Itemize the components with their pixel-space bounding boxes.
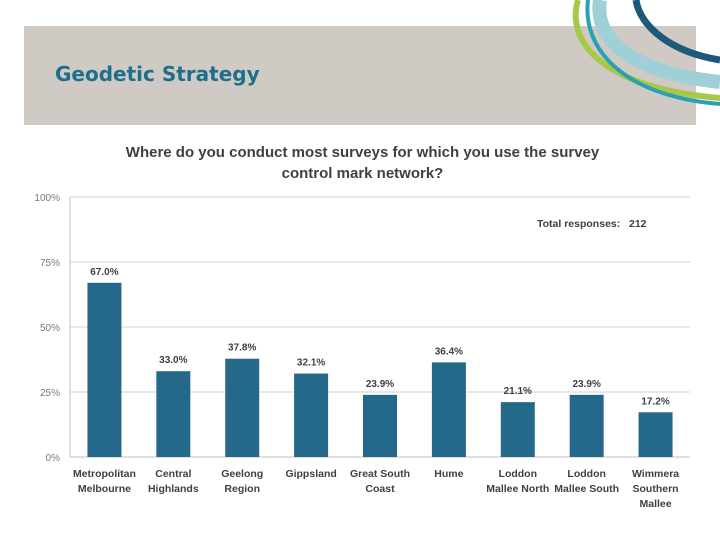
bar <box>156 371 191 457</box>
bar <box>500 402 535 457</box>
data-label: 23.9% <box>572 379 600 390</box>
bar <box>638 412 673 457</box>
x-tick-label: Great South <box>350 468 410 480</box>
x-tick-label: Hume <box>434 468 463 480</box>
chart-title-line-2: control mark network? <box>281 165 444 182</box>
bar <box>294 373 329 457</box>
bar <box>569 394 604 457</box>
x-tick-label: Mallee <box>640 498 672 510</box>
bar <box>225 358 260 457</box>
x-tick-label: Region <box>224 483 260 495</box>
x-tick-label: Wimmera <box>632 468 679 480</box>
data-label: 17.2% <box>641 396 669 407</box>
x-tick-label: Melbourne <box>78 483 131 495</box>
x-tick-label: Highlands <box>148 483 199 495</box>
data-label: 21.1% <box>504 386 532 397</box>
y-tick-label: 25% <box>40 388 60 399</box>
data-label: 37.8% <box>228 343 256 354</box>
data-label: 36.4% <box>435 346 463 357</box>
y-tick-label: 75% <box>40 258 60 269</box>
page-title: Geodetic Strategy <box>55 62 260 86</box>
bar <box>431 362 466 457</box>
data-label: 67.0% <box>90 267 118 278</box>
x-tick-label: Loddon <box>499 468 537 480</box>
y-tick-label: 100% <box>34 193 60 204</box>
y-tick-label: 0% <box>46 453 61 464</box>
x-tick-label: Mallee North <box>486 483 549 495</box>
bar <box>87 282 122 457</box>
chart-title-line-1: Where do you conduct most surveys for wh… <box>125 144 600 161</box>
x-tick-label: Metropolitan <box>73 468 136 480</box>
data-label: 33.0% <box>159 355 187 366</box>
x-tick-label: Southern <box>633 483 679 495</box>
total-responses-annotation: Total responses: 212 <box>537 218 647 230</box>
data-label: 23.9% <box>366 379 394 390</box>
data-label: 32.1% <box>297 358 325 369</box>
x-tick-label: Mallee South <box>554 483 619 495</box>
x-tick-label: Central <box>155 468 191 480</box>
x-tick-label: Gippsland <box>285 468 336 480</box>
x-tick-label: Geelong <box>221 468 263 480</box>
x-tick-label: Coast <box>365 483 395 495</box>
bar <box>363 394 397 457</box>
y-tick-label: 50% <box>40 323 60 334</box>
x-tick-label: Loddon <box>567 468 605 480</box>
